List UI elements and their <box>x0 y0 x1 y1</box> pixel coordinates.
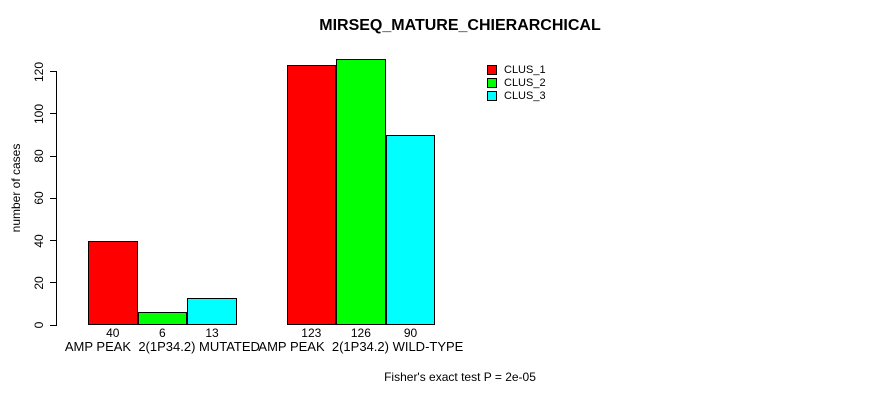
fisher-test-caption: Fisher's exact test P = 2e-05 <box>384 370 536 384</box>
bar-clus_1-group1 <box>88 240 138 325</box>
bar-value-label: 90 <box>403 326 418 340</box>
y-tick-label: 60 <box>32 191 46 205</box>
x-category-label: AMP PEAK 2(1P34.2) MUTATED <box>64 339 260 354</box>
legend-label: CLUS_3 <box>504 90 546 102</box>
y-tick-mark <box>50 71 57 72</box>
legend-swatch-icon <box>487 91 497 101</box>
bar-value-label: 123 <box>301 326 322 340</box>
legend-label: CLUS_2 <box>504 77 546 89</box>
x-category-label: AMP PEAK 2(1P34.2) WILD-TYPE <box>258 339 464 354</box>
y-tick-label: 0 <box>32 321 46 329</box>
bar-clus_3-group1 <box>187 297 237 325</box>
y-tick-mark <box>50 324 57 326</box>
bar-value-label: 40 <box>106 326 120 340</box>
bar-clus_1-group2 <box>286 65 337 325</box>
y-tick-mark <box>50 113 57 115</box>
y-tick-label: 40 <box>32 233 46 248</box>
y-axis-title: number of cases <box>9 143 23 233</box>
y-tick-mark <box>50 282 57 284</box>
bar-value-label: 126 <box>350 326 371 340</box>
legend-item: CLUS_1 <box>487 64 546 76</box>
bar-clus_3-group2 <box>385 134 436 325</box>
y-tick-label: 20 <box>32 276 46 290</box>
y-tick-label: 80 <box>32 149 46 163</box>
y-tick-label: 120 <box>32 61 46 82</box>
y-tick-label: 100 <box>32 103 46 124</box>
legend-item: CLUS_3 <box>487 90 546 102</box>
chart-title: MIRSEQ_MATURE_CHIERARCHICAL <box>319 17 601 34</box>
legend-swatch-icon <box>487 65 497 75</box>
legend-item: CLUS_2 <box>487 77 546 89</box>
legend-swatch-icon <box>487 78 497 88</box>
bar-clus_2-group2 <box>336 58 386 325</box>
y-tick-mark <box>50 197 57 199</box>
bar-clus_2-group1 <box>137 312 188 325</box>
legend: CLUS_1 CLUS_2 CLUS_3 <box>487 65 546 104</box>
legend-label: CLUS_1 <box>504 64 546 76</box>
y-tick-mark <box>50 155 57 157</box>
bar-value-label: 13 <box>205 326 219 340</box>
y-tick-mark <box>50 240 57 241</box>
bar-value-label: 6 <box>159 326 166 340</box>
